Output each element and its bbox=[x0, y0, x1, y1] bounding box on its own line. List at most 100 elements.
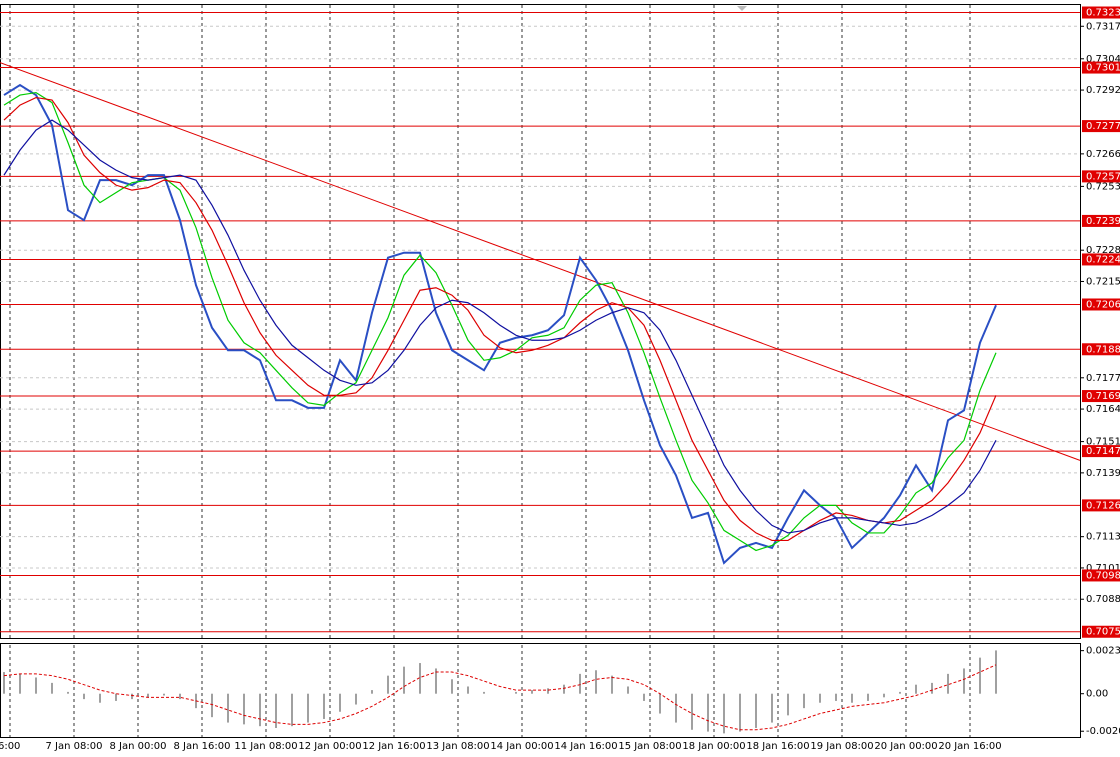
osc-bar bbox=[819, 693, 821, 703]
osc-bar bbox=[611, 675, 613, 694]
y-tick-label: 0.71645 bbox=[1086, 404, 1120, 415]
osc-bar bbox=[483, 691, 485, 694]
x-tick-label: 20 Jan 16:00 bbox=[938, 741, 1001, 752]
osc-bar bbox=[403, 666, 405, 694]
osc-bar bbox=[979, 657, 981, 694]
osc-bar bbox=[851, 693, 853, 703]
x-tick-label: 11 Jan 08:00 bbox=[234, 741, 297, 752]
osc-bar bbox=[3, 672, 5, 694]
osc-bar bbox=[243, 693, 245, 725]
osc-bar bbox=[739, 693, 741, 732]
osc-bar bbox=[451, 679, 453, 694]
osc-bar bbox=[547, 688, 549, 694]
osc-bar bbox=[275, 693, 277, 728]
osc-tick-label: -0.00208 bbox=[1086, 726, 1120, 737]
trendline bbox=[0, 62, 1081, 461]
osc-bar bbox=[755, 693, 757, 728]
level-tag bbox=[1082, 499, 1120, 512]
level-tag bbox=[1082, 6, 1120, 19]
x-tick-label: 8 Jan 00:00 bbox=[110, 741, 167, 752]
x-tick-label: 18 Jan 00:00 bbox=[682, 741, 745, 752]
osc-bar bbox=[67, 691, 69, 694]
level-tag bbox=[1082, 253, 1120, 266]
x-tick-label: 19 Jan 08:00 bbox=[810, 741, 873, 752]
osc-bar bbox=[659, 693, 661, 714]
osc-bar bbox=[35, 677, 37, 694]
osc-bar bbox=[691, 693, 693, 730]
osc-bar bbox=[51, 682, 53, 694]
osc-bar bbox=[83, 693, 85, 700]
main-frame bbox=[0, 4, 1081, 639]
level-tag bbox=[1082, 343, 1120, 356]
osc-bar bbox=[707, 693, 709, 732]
osc-bar bbox=[867, 693, 869, 701]
price-line bbox=[3, 91, 997, 552]
osc-bar bbox=[131, 693, 133, 700]
osc-bar bbox=[355, 693, 357, 705]
osc-bar bbox=[467, 686, 469, 694]
osc-bar bbox=[515, 691, 517, 694]
x-tick-label: 18 Jan 16:00 bbox=[746, 741, 809, 752]
level-tag bbox=[1082, 445, 1120, 458]
x-tick-label: 12 Jan 16:00 bbox=[362, 741, 425, 752]
osc-bar bbox=[787, 693, 789, 716]
level-label: 0.72243 bbox=[1086, 254, 1120, 265]
level-tag bbox=[1082, 120, 1120, 133]
osc-bar bbox=[339, 693, 341, 712]
osc-bar bbox=[883, 693, 885, 698]
osc-tick-label: 0.00 bbox=[1086, 689, 1108, 700]
osc-bar bbox=[579, 673, 581, 694]
price-line bbox=[3, 119, 997, 534]
y-tick-label: 0.72155 bbox=[1086, 276, 1120, 287]
level-label: 0.72776 bbox=[1086, 121, 1120, 132]
y-tick-label: 0.70885 bbox=[1086, 594, 1120, 605]
level-label: 0.72063 bbox=[1086, 299, 1120, 310]
level-label: 0.71697 bbox=[1086, 391, 1120, 402]
osc-bar bbox=[803, 693, 805, 709]
osc-tick-label: 0.002387 bbox=[1086, 646, 1120, 657]
osc-bar bbox=[995, 650, 997, 694]
osc-bar bbox=[419, 663, 421, 694]
osc-bar bbox=[227, 693, 229, 723]
x-tick-label: 20 Jan 00:00 bbox=[874, 741, 937, 752]
osc-bar bbox=[947, 673, 949, 694]
x-tick-label: 16:00 bbox=[0, 741, 20, 752]
level-label: 0.70755 bbox=[1086, 627, 1120, 638]
x-tick-label: 7 Jan 08:00 bbox=[46, 741, 103, 752]
level-tag bbox=[1082, 569, 1120, 582]
osc-bar bbox=[19, 673, 21, 694]
osc-bar bbox=[723, 693, 725, 734]
y-tick-label: 0.71515 bbox=[1086, 437, 1120, 448]
osc-bar bbox=[291, 693, 293, 727]
osc-bar bbox=[595, 670, 597, 694]
x-tick-label: 8 Jan 16:00 bbox=[174, 741, 231, 752]
osc-bar bbox=[323, 693, 325, 719]
osc-bar bbox=[99, 693, 101, 703]
x-tick-label: 14 Jan 00:00 bbox=[490, 741, 553, 752]
osc-bar bbox=[179, 693, 181, 700]
y-tick-label: 0.71135 bbox=[1086, 532, 1120, 543]
osc-bar bbox=[531, 690, 533, 694]
osc-bar bbox=[899, 691, 901, 694]
y-tick-label: 0.72665 bbox=[1086, 149, 1120, 160]
level-tag bbox=[1082, 214, 1120, 227]
osc-bar bbox=[435, 668, 437, 694]
level-tag bbox=[1082, 170, 1120, 183]
x-tick-label: 13 Jan 08:00 bbox=[426, 741, 489, 752]
osc-bar bbox=[627, 686, 629, 694]
level-tag bbox=[1082, 625, 1120, 638]
osc-bar bbox=[963, 668, 965, 694]
price-line bbox=[3, 96, 997, 542]
osc-bar bbox=[643, 693, 645, 701]
osc-bar bbox=[147, 693, 149, 698]
shift-marker bbox=[737, 6, 747, 11]
